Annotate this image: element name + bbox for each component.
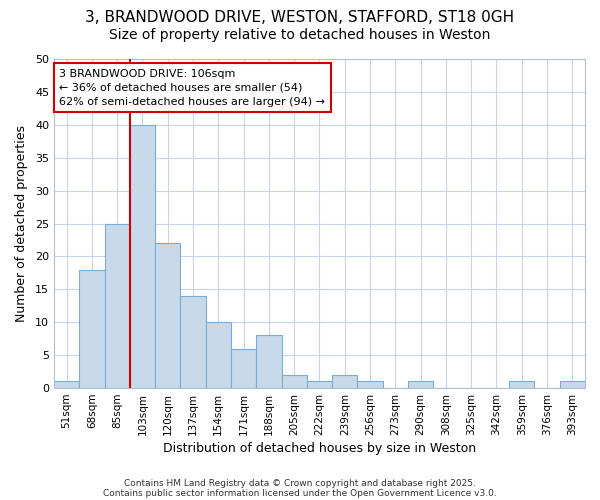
Bar bbox=[332, 375, 358, 388]
Bar bbox=[104, 224, 130, 388]
Bar bbox=[79, 270, 104, 388]
Bar bbox=[358, 382, 383, 388]
Text: Contains HM Land Registry data © Crown copyright and database right 2025.: Contains HM Land Registry data © Crown c… bbox=[124, 478, 476, 488]
X-axis label: Distribution of detached houses by size in Weston: Distribution of detached houses by size … bbox=[163, 442, 476, 455]
Text: Size of property relative to detached houses in Weston: Size of property relative to detached ho… bbox=[109, 28, 491, 42]
Text: Contains public sector information licensed under the Open Government Licence v3: Contains public sector information licen… bbox=[103, 488, 497, 498]
Bar bbox=[130, 125, 155, 388]
Bar bbox=[281, 375, 307, 388]
Bar bbox=[307, 382, 332, 388]
Text: 3, BRANDWOOD DRIVE, WESTON, STAFFORD, ST18 0GH: 3, BRANDWOOD DRIVE, WESTON, STAFFORD, ST… bbox=[85, 10, 515, 25]
Bar bbox=[206, 322, 231, 388]
Bar bbox=[155, 244, 181, 388]
Bar bbox=[54, 382, 79, 388]
Text: 3 BRANDWOOD DRIVE: 106sqm
← 36% of detached houses are smaller (54)
62% of semi-: 3 BRANDWOOD DRIVE: 106sqm ← 36% of detac… bbox=[59, 69, 325, 107]
Y-axis label: Number of detached properties: Number of detached properties bbox=[15, 125, 28, 322]
Bar bbox=[231, 348, 256, 388]
Bar bbox=[509, 382, 535, 388]
Bar bbox=[181, 296, 206, 388]
Bar bbox=[256, 336, 281, 388]
Bar bbox=[408, 382, 433, 388]
Bar bbox=[560, 382, 585, 388]
